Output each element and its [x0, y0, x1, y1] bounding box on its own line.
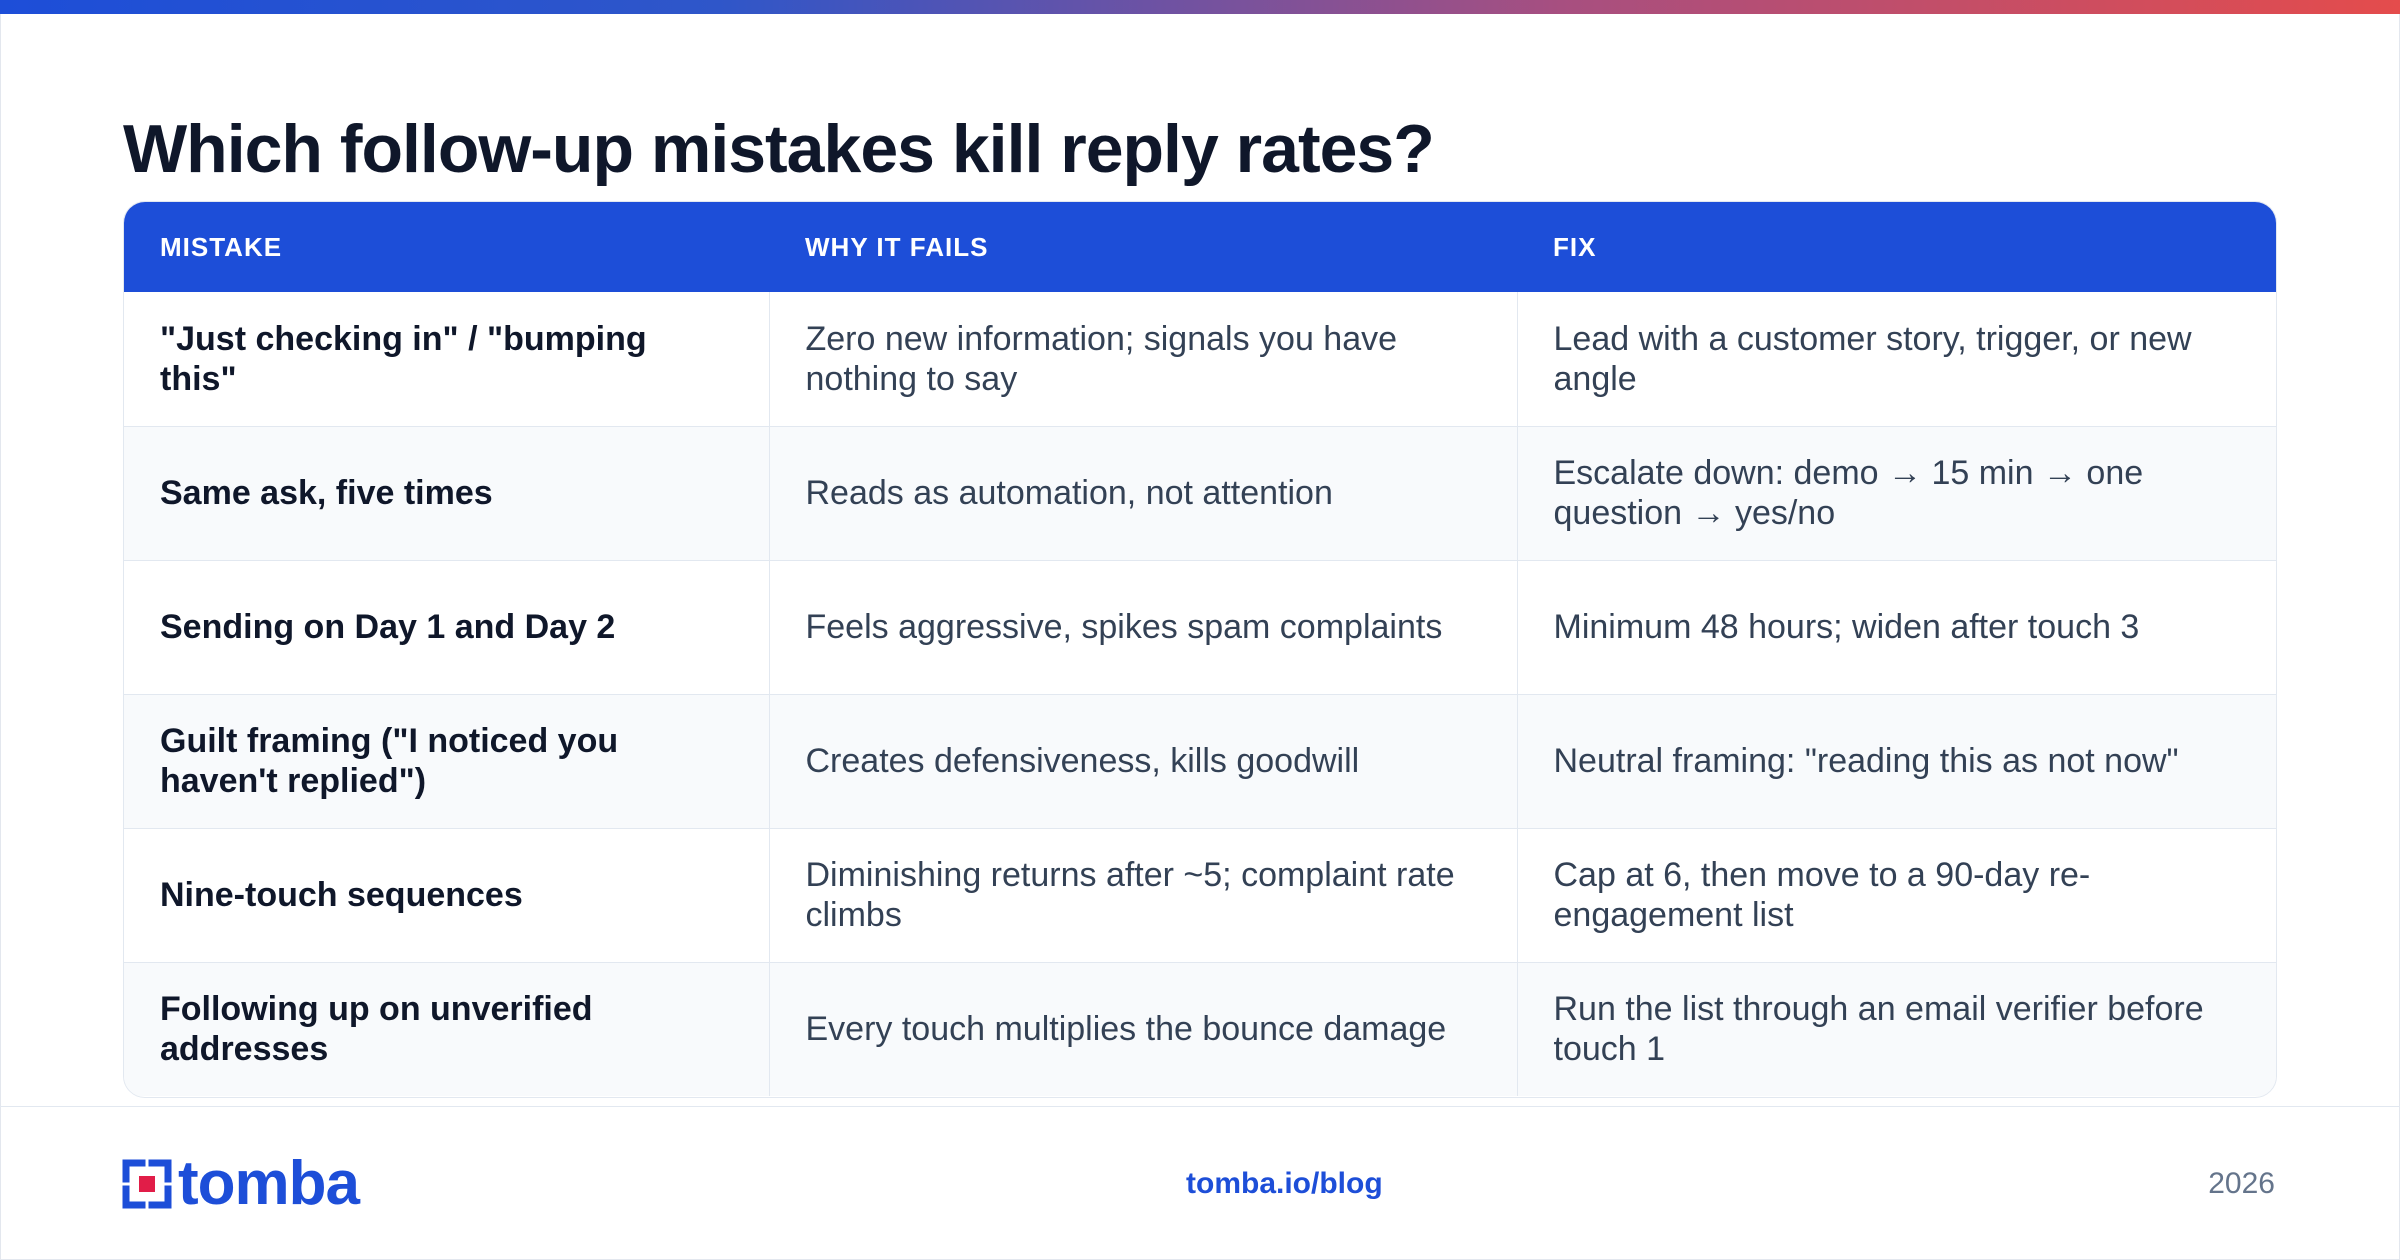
why-it-fails-cell: Feels aggressive, spikes spam complaints: [768, 560, 1517, 694]
fix-cell: Lead with a customer story, trigger, or …: [1516, 292, 2276, 426]
why-it-fails-cell: Every touch multiplies the bounce damage: [768, 962, 1517, 1096]
logo-wordmark: tomba: [178, 1149, 360, 1218]
why-it-fails-cell: Zero new information; signals you have n…: [768, 292, 1517, 426]
table-row: Nine-touch sequences Diminishing returns…: [124, 828, 2276, 962]
footer-divider: [0, 1106, 2400, 1107]
mistake-cell: "Just checking in" / "bumping this": [160, 319, 647, 398]
mistake-cell: Sending on Day 1 and Day 2: [160, 608, 616, 646]
why-it-fails-cell: Reads as automation, not attention: [768, 426, 1517, 560]
blog-link[interactable]: tomba.io/blog: [1186, 1167, 1383, 1200]
mistake-cell: Following up on unverified addresses: [160, 990, 593, 1069]
gradient-top-bar: [0, 0, 2400, 14]
mistake-cell: Same ask, five times: [160, 474, 493, 512]
fix-cell: Run the list through an email verifier b…: [1516, 962, 2276, 1096]
column-header-why-it-fails: WHY IT FAILS: [805, 231, 989, 262]
table-row: Following up on unverified addresses Eve…: [124, 962, 2276, 1096]
fix-cell: Escalate down: demo → 15 min → one quest…: [1516, 426, 2276, 560]
mistakes-table: MISTAKE WHY IT FAILS FIX "Just checking …: [123, 201, 2277, 1098]
table-header-row: MISTAKE WHY IT FAILS FIX: [124, 202, 2276, 292]
year-label: 2026: [2208, 1167, 2275, 1200]
tomba-logo[interactable]: tomba: [122, 1149, 360, 1218]
page-title: Which follow-up mistakes kill reply rate…: [123, 111, 1435, 187]
fix-cell: Cap at 6, then move to a 90-day re-engag…: [1516, 828, 2276, 962]
column-header-fix: FIX: [1553, 231, 1597, 262]
table-row: Sending on Day 1 and Day 2 Feels aggress…: [124, 560, 2276, 694]
table-row: Same ask, five times Reads as automation…: [124, 426, 2276, 560]
fix-cell: Minimum 48 hours; widen after touch 3: [1516, 560, 2276, 694]
why-it-fails-cell: Diminishing returns after ~5; complaint …: [768, 828, 1517, 962]
tomba-logo-icon: [122, 1159, 172, 1209]
fix-cell: Neutral framing: "reading this as not no…: [1516, 694, 2276, 828]
table-row: Guilt framing ("I noticed you haven't re…: [124, 694, 2276, 828]
mistake-cell: Guilt framing ("I noticed you haven't re…: [160, 722, 619, 800]
table-row: "Just checking in" / "bumping this" Zero…: [124, 292, 2276, 426]
mistake-cell: Nine-touch sequences: [160, 876, 523, 914]
why-it-fails-cell: Creates defensiveness, kills goodwill: [768, 694, 1517, 828]
column-header-mistake: MISTAKE: [160, 231, 283, 262]
